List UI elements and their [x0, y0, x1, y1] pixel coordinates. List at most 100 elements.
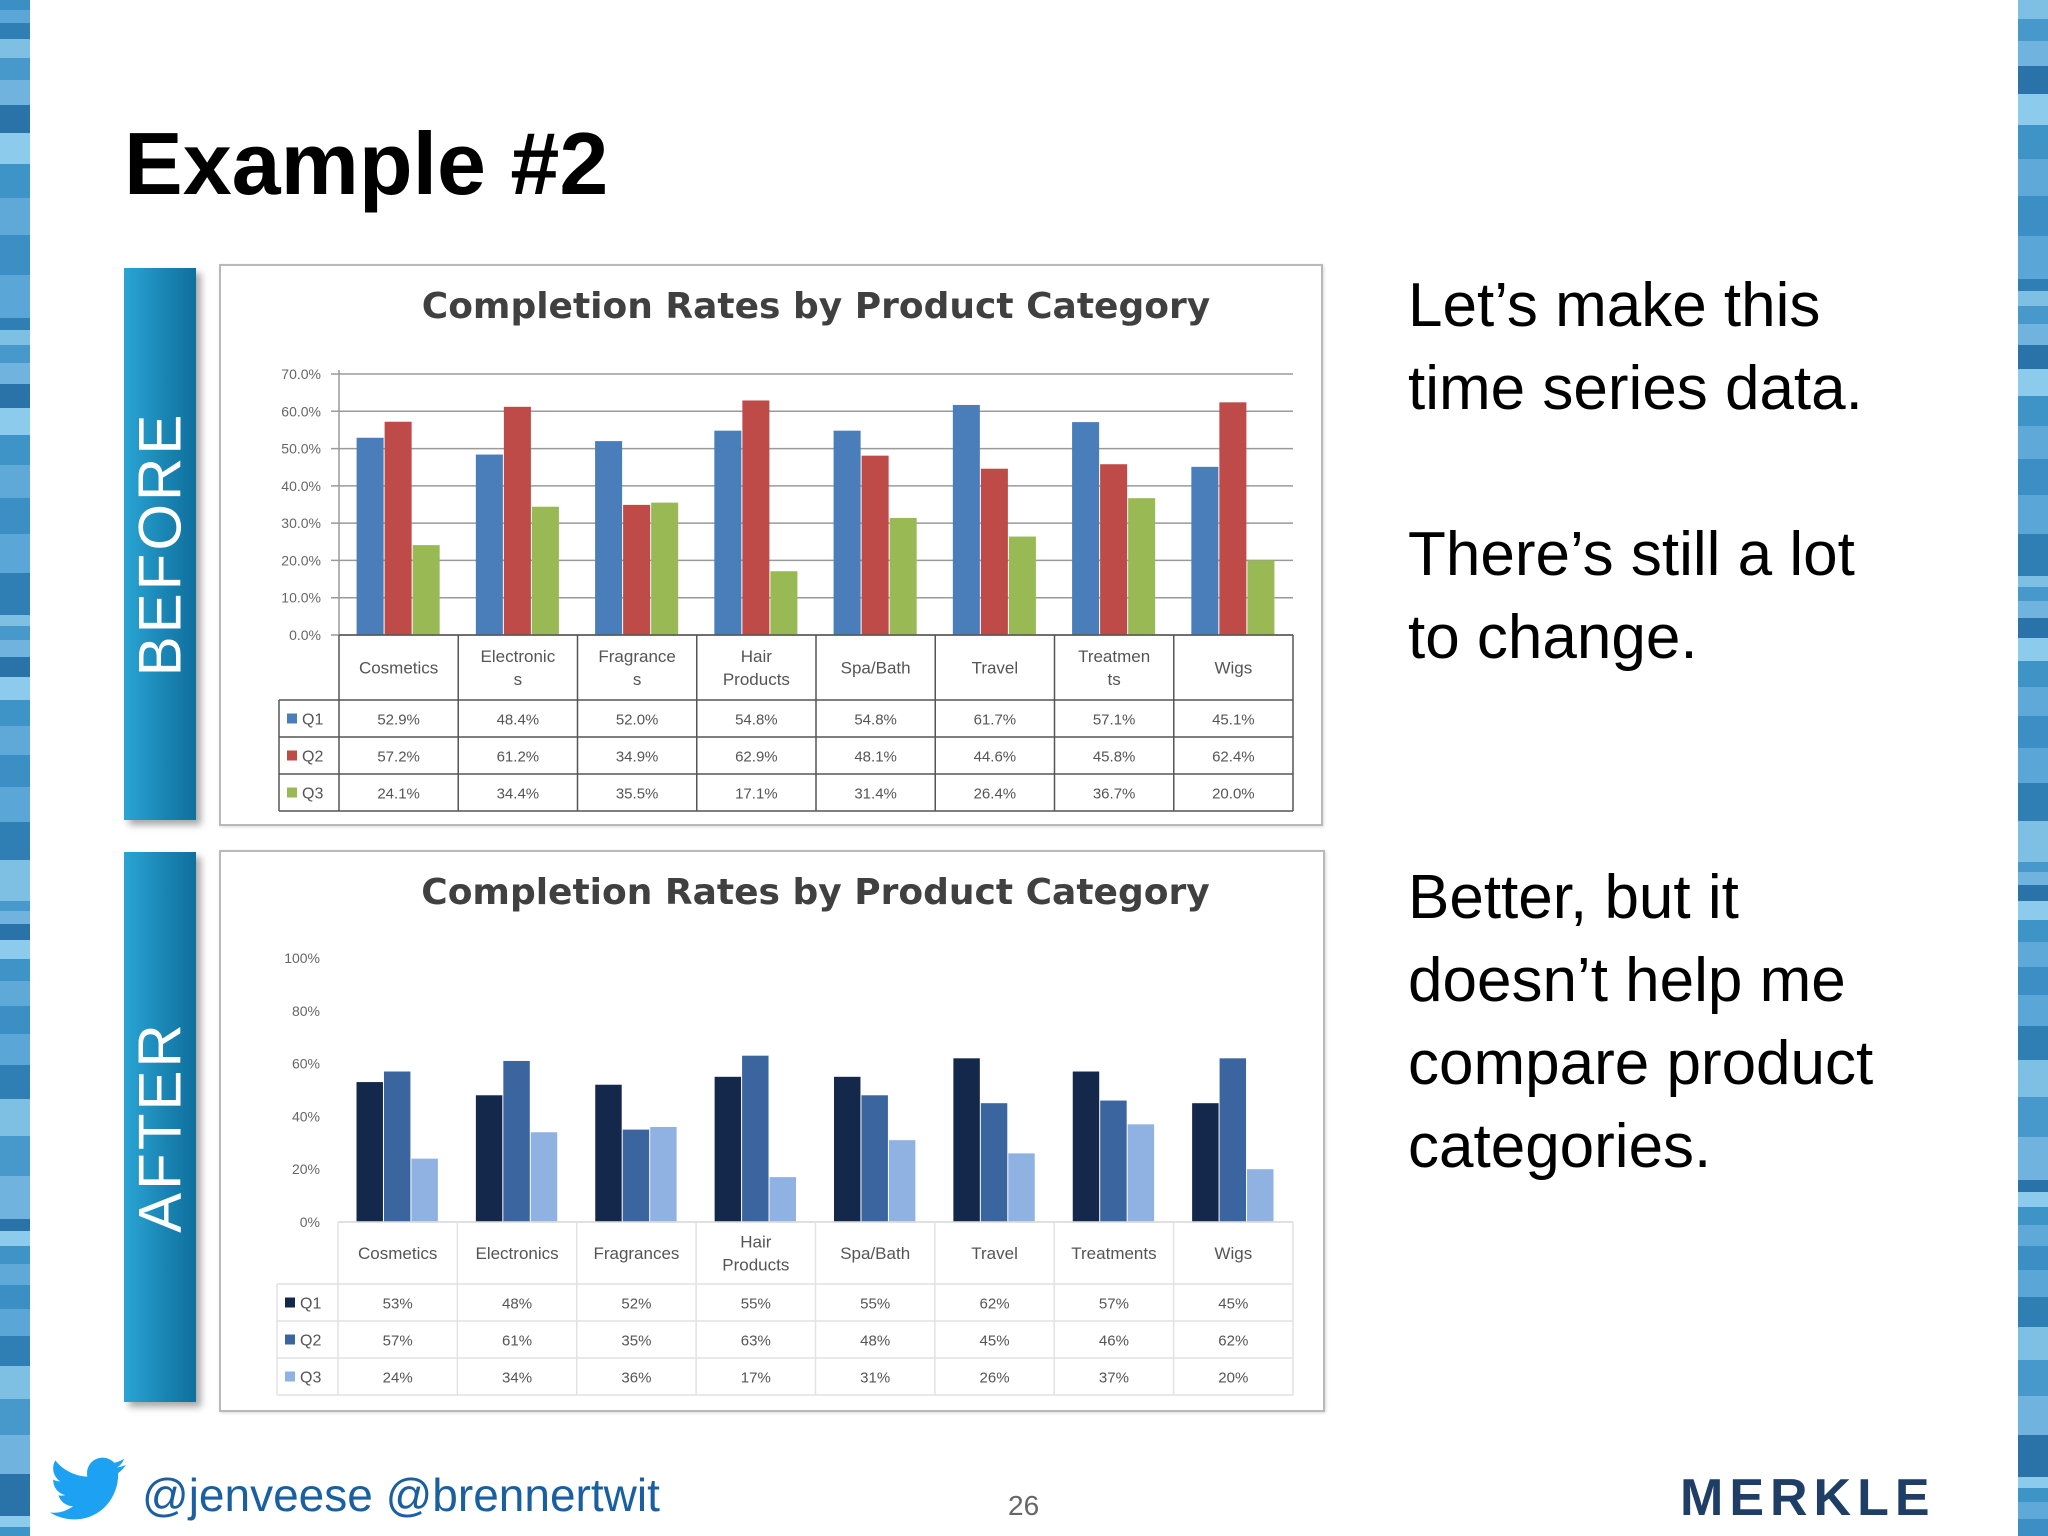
category-label: Hair: [741, 647, 773, 666]
legend-label: Q3: [302, 786, 323, 803]
category-label: Wigs: [1214, 1244, 1252, 1263]
bar-q3: [888, 1140, 916, 1222]
bar-q2: [383, 1071, 411, 1222]
data-value-label: 54.8%: [854, 712, 897, 729]
after-chart: Completion Rates by Product Category 0% 20…: [219, 850, 1325, 1412]
bar-q1: [1072, 422, 1100, 635]
legend-label: Q1: [300, 1296, 321, 1313]
bar-q2: [623, 504, 651, 635]
data-value-label: 26%: [980, 1370, 1010, 1387]
bar-q1: [1191, 466, 1219, 635]
data-value-label: 52.0%: [616, 712, 659, 729]
data-value-label: 62.9%: [735, 749, 778, 766]
y-tick-label: 0.0%: [289, 627, 321, 643]
note-after: Better, but it doesn’t help me compare p…: [1408, 856, 2008, 1188]
category-label: Fragrances: [593, 1244, 679, 1263]
before-chart-svg: Completion Rates by Product Category 0.0%…: [278, 286, 1294, 812]
bar-q1: [595, 441, 623, 635]
note-before-line: time series data.: [1408, 354, 1863, 423]
legend-label: Q1: [302, 712, 323, 729]
bar-q3: [770, 571, 798, 635]
category-label: Electronic: [481, 647, 556, 666]
bar-q2: [861, 455, 889, 635]
data-value-label: 44.6%: [974, 749, 1017, 766]
slide-title: Example #2: [124, 114, 609, 213]
merkle-logo: MERKLE: [1680, 1469, 1936, 1527]
data-value-label: 61%: [502, 1333, 532, 1350]
data-value-label: 17.1%: [735, 786, 778, 803]
bar-q2: [1100, 1100, 1127, 1222]
before-label-text: BEFORE: [126, 411, 194, 677]
data-value-label: 20%: [1218, 1370, 1248, 1387]
y-tick-label: 40%: [292, 1108, 320, 1124]
data-value-label: 62.4%: [1212, 749, 1255, 766]
legend-key-q2: [285, 1334, 295, 1345]
data-value-label: 34%: [502, 1370, 532, 1387]
data-value-label: 37%: [1099, 1370, 1129, 1387]
bar-q2: [980, 468, 1008, 635]
data-value-label: 61.7%: [974, 712, 1017, 729]
bar-q2: [503, 406, 531, 635]
data-value-label: 57%: [1099, 1296, 1129, 1313]
bar-q3: [651, 502, 679, 635]
category-label: Hair: [740, 1233, 772, 1252]
y-tick-label: 60.0%: [281, 403, 321, 419]
note-before: Let’s make this time series data. There’…: [1408, 264, 2008, 679]
bar-q2: [622, 1129, 650, 1222]
data-value-label: 45%: [1218, 1296, 1248, 1313]
data-value-label: 31%: [860, 1370, 890, 1387]
data-value-label: 34.4%: [497, 786, 540, 803]
category-label: Wigs: [1214, 659, 1252, 678]
bar-q1: [714, 1076, 742, 1222]
data-value-label: 55%: [741, 1296, 771, 1313]
data-value-label: 36.7%: [1093, 786, 1136, 803]
data-value-label: 55%: [860, 1296, 890, 1313]
bar-q2: [742, 1055, 769, 1222]
legend-key-q3: [287, 787, 297, 798]
data-value-label: 62%: [1218, 1333, 1248, 1350]
y-tick-label: 50.0%: [281, 441, 321, 457]
data-value-label: 35%: [621, 1333, 651, 1350]
bar-q1: [953, 1058, 980, 1222]
category-label: s: [633, 670, 642, 689]
legend-label: Q3: [300, 1370, 321, 1387]
note-before-line: to change.: [1408, 603, 1698, 672]
data-value-label: 62%: [980, 1296, 1010, 1313]
data-value-label: 46%: [1099, 1333, 1129, 1350]
y-tick-label: 60%: [292, 1056, 320, 1072]
legend-label: Q2: [300, 1333, 321, 1350]
bar-q3: [411, 1158, 438, 1222]
bar-q2: [980, 1103, 1008, 1222]
category-label: s: [514, 670, 523, 689]
note-after-line: compare product: [1408, 1029, 1874, 1098]
legend-key-q1: [285, 1297, 295, 1308]
after-label-text: AFTER: [126, 1021, 194, 1233]
data-value-label: 48.1%: [854, 749, 897, 766]
bar-q1: [952, 404, 980, 635]
bar-q3: [1008, 536, 1036, 635]
bar-q3: [531, 506, 559, 635]
bar-q2: [861, 1095, 888, 1222]
category-label: Spa/Bath: [840, 1244, 910, 1263]
category-label: Cosmetics: [359, 659, 438, 678]
y-tick-label: 20.0%: [281, 552, 321, 568]
category-label: Travel: [972, 659, 1019, 678]
legend-key-q1: [287, 713, 297, 724]
note-before-line: There’s still a lot: [1408, 520, 1855, 589]
bar-q3: [650, 1126, 677, 1222]
category-label: Treatmen: [1078, 647, 1150, 666]
chart-title: Completion Rates by Product Category: [422, 286, 1210, 327]
bar-q2: [384, 421, 412, 635]
bar-q1: [714, 430, 742, 635]
bar-q2: [1219, 402, 1247, 635]
legend-key-q2: [287, 750, 297, 761]
twitter-handles: @jenveese @brennertwit: [142, 1469, 660, 1521]
data-value-label: 48.4%: [497, 712, 540, 729]
data-value-label: 63%: [741, 1333, 771, 1350]
data-value-label: 61.2%: [497, 749, 540, 766]
bar-q2: [1219, 1058, 1247, 1222]
bar-q1: [356, 1082, 383, 1222]
data-value-label: 36%: [621, 1370, 651, 1387]
data-value-label: 34.9%: [616, 749, 659, 766]
y-tick-label: 70.0%: [281, 366, 321, 382]
